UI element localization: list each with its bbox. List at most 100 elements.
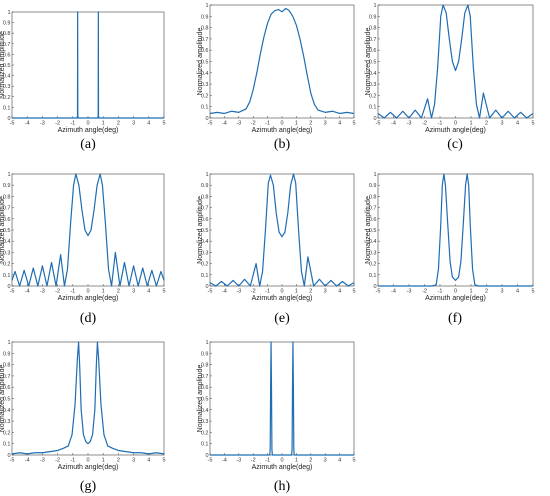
y-tick-label: 0.4 [3,408,11,414]
x-tick-label: 3 [324,121,327,127]
x-tick-label: 2 [117,121,120,127]
y-axis-label: Normalized amplitude [197,28,204,96]
x-tick-label: 5 [531,121,534,127]
x-tick-label: 0 [280,289,283,295]
x-tick-label: 5 [162,289,165,295]
x-tick-label: 5 [162,121,165,127]
y-tick-label: 1 [7,340,10,346]
plot-frame [209,4,355,119]
y-tick-label: 0.2 [369,262,377,268]
y-tick-label: 0.2 [201,262,209,268]
x-tick-label: 3 [132,289,135,295]
x-tick-label: -5 [10,458,15,464]
panel-label: (h) [274,479,291,494]
y-tick-label: 0.6 [3,52,11,58]
y-tick-label: 0.1 [369,273,377,279]
y-tick-label: 0.1 [369,105,377,111]
y-tick-label: 0 [7,284,10,290]
x-tick-label: 2 [485,121,488,127]
y-tick-label: 0.1 [201,273,209,279]
x-tick-label: 3 [500,289,503,295]
y-axis-label: Normalized amplitude [365,28,372,96]
x-tick-label: 4 [338,458,341,464]
plot-frame [11,11,165,119]
y-axis-label: Normalized amplitude [0,365,6,433]
y-tick-label: 0 [373,284,376,290]
x-tick-label: 4 [147,289,150,295]
y-tick-label: 0.9 [201,14,209,20]
x-axis-label: Azimuth angle(deg) [58,127,119,134]
panel-label: (f) [448,311,462,326]
x-tick-label: -3 [407,121,412,127]
x-tick-label: -4 [222,121,227,127]
y-tick-label: 0.5 [369,228,377,234]
y-tick-label: 0.1 [3,273,11,279]
y-tick-label: 0.7 [201,374,209,380]
y-tick-label: 0.8 [201,26,209,32]
x-tick-label: 2 [117,289,120,295]
x-tick-label: -5 [376,121,381,127]
y-tick-label: 0.4 [3,239,11,245]
x-tick-label: 1 [102,289,105,295]
y-tick-label: 0 [7,453,10,459]
x-tick-label: -2 [55,289,60,295]
y-tick-label: 1 [205,3,208,9]
x-tick-label: -5 [10,289,15,295]
y-tick-label: 0.7 [369,37,377,43]
y-tick-label: 0.9 [369,14,377,20]
y-tick-label: 0.7 [3,42,11,48]
y-axis-label: Normalized amplitude [365,196,372,264]
plot-frame [377,4,534,119]
y-tick-label: 1 [205,340,208,346]
x-tick-label: 2 [485,289,488,295]
y-tick-label: 0.5 [369,60,377,66]
plot-frame [377,173,534,287]
x-tick-label: 4 [338,121,341,127]
y-tick-label: 0.1 [3,442,11,448]
y-tick-label: 0.3 [3,250,11,256]
x-tick-label: 3 [324,458,327,464]
x-tick-label: -2 [251,458,256,464]
x-tick-label: 3 [324,289,327,295]
y-tick-label: 0 [7,116,10,122]
y-tick-label: 0 [205,284,208,290]
chart-panel: -5 -4 -3 -2 -1 0 1 2 3 4 5 0 0.1 0.2 0.3 0.4 0.5 0.6 0.7 0.… [197,3,356,152]
chart-panel: -5 -4 -3 -2 -1 0 1 2 3 4 5 0 0.1 0.2 0.3 0.4 0.5 0.6 0.7 0.… [0,340,166,494]
x-tick-label: -1 [265,289,270,295]
y-tick-label: 1 [7,10,10,16]
y-tick-label: 0.7 [201,37,209,43]
chart-panel: -5 -4 -3 -2 -1 0 1 2 3 4 5 0 0.1 0.2 0.3 0.4 0.5 0.6 0.7 0.… [197,172,356,326]
x-tick-label: 5 [352,121,355,127]
y-axis-label: Normalized amplitude [0,196,6,264]
x-tick-label: 1 [102,121,105,127]
x-tick-label: 4 [516,289,519,295]
x-tick-label: 1 [295,289,298,295]
y-tick-label: 0.1 [201,105,209,111]
x-tick-label: -5 [208,121,213,127]
panel-label: (g) [80,479,97,494]
y-tick-label: 0.1 [3,105,11,111]
y-tick-label: 1 [373,3,376,9]
series-line [209,173,355,287]
x-tick-label: -3 [407,289,412,295]
plot-frame [209,341,355,456]
x-tick-label: -2 [422,289,427,295]
x-tick-label: -3 [40,289,45,295]
y-tick-label: 0.8 [201,194,209,200]
y-tick-label: 0.9 [3,183,11,189]
chart-panel: -5 -4 -3 -2 -1 0 1 2 3 4 5 0 0.1 0.2 0.3 0.4 0.5 0.6 0.7 0.… [197,340,356,494]
panel-label: (a) [80,137,96,152]
y-tick-label: 0.7 [201,206,209,212]
chart-panel: -5 -4 -3 -2 -1 0 1 2 3 4 5 0 0.1 0.2 0.3 0.4 0.5 0.6 0.7 0.… [365,172,535,326]
x-tick-label: 0 [86,121,89,127]
x-tick-label: 2 [309,121,312,127]
plot-frame [11,341,165,456]
y-tick-label: 0.8 [201,363,209,369]
x-tick-label: 0 [454,289,457,295]
y-tick-label: 0.9 [201,183,209,189]
chart-panel: -5 -4 -3 -2 -1 0 1 2 3 4 5 0 0.1 0.2 0.3 0.4 0.5 0.6 0.7 0.… [0,172,166,326]
y-tick-label: 0.5 [201,60,209,66]
x-tick-label: -5 [10,121,15,127]
series-line [11,341,165,455]
y-tick-label: 0.4 [369,71,377,77]
